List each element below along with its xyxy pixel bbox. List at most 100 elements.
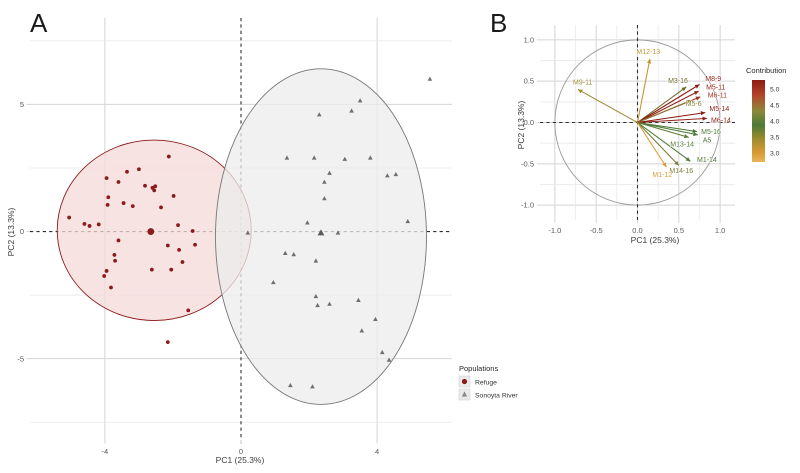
- data-point-sonoyta-river: [386, 357, 392, 362]
- panel-a-yaxis-title: PC2 (13.3%): [6, 208, 16, 257]
- xaxis-tick-label: 1.0: [715, 226, 725, 235]
- data-point-refuge: [177, 247, 181, 252]
- loading-arrow-label: M12-13: [636, 49, 660, 56]
- data-point-sonoyta-river: [356, 297, 361, 302]
- loading-arrow-label: M6-14: [711, 117, 731, 124]
- loading-arrow: [637, 99, 692, 123]
- cluster-ellipse-sonoyta-river: [215, 68, 427, 405]
- loading-arrow: [637, 90, 699, 123]
- data-point-sonoyta-river: [357, 98, 363, 103]
- xaxis-tick-label: -1.0: [548, 226, 561, 235]
- contribution-legend: Contribution 5.0 4.5 4.0 3.5 3.0: [746, 66, 786, 162]
- loading-arrow-label: M5-14: [709, 106, 729, 113]
- contribution-colorbar: [752, 80, 765, 162]
- yaxis-tick-label: 1.0: [524, 35, 534, 44]
- data-point-refuge: [116, 180, 121, 184]
- data-point-refuge: [180, 260, 185, 264]
- contribution-tick-label: 5.0: [770, 86, 780, 93]
- loading-arrow-label: M9-11: [573, 79, 592, 86]
- loading-arrow-label: M5-16: [701, 129, 721, 136]
- xaxis-tick-label: 4: [375, 447, 379, 456]
- legend-triangle-icon: [461, 391, 468, 397]
- data-point-refuge: [104, 269, 109, 273]
- yaxis-tick-label: -0.5: [521, 159, 534, 168]
- contribution-tick-label: 4.0: [770, 118, 780, 125]
- legend-item-sonoyta-river[interactable]: Sonoyta River: [458, 388, 518, 401]
- data-point-refuge: [87, 224, 92, 228]
- data-point-sonoyta-river: [310, 384, 315, 389]
- data-point-sonoyta-river: [379, 349, 385, 355]
- panel-a-points: [67, 76, 433, 389]
- data-point-sonoyta-river: [245, 230, 251, 235]
- data-point-sonoyta-river: [373, 316, 378, 322]
- data-point-sonoyta-river: [368, 155, 373, 160]
- data-point-refuge: [121, 201, 126, 205]
- panel-b-yaxis-title: PC2 (13.3%): [516, 101, 526, 150]
- data-point-refuge: [186, 308, 191, 313]
- yaxis-tick-label: 0.5: [524, 77, 534, 86]
- data-point-refuge: [153, 184, 158, 189]
- legend-circle-icon: [461, 378, 468, 385]
- loading-arrow-label: M6-11: [708, 93, 727, 100]
- data-point-refuge: [171, 194, 176, 198]
- data-point-refuge: [113, 258, 117, 263]
- contribution-tick-label: 3.5: [770, 134, 780, 141]
- panel-a-legend: Populations Refuge Sonoyta River: [458, 364, 518, 401]
- panel-b-arrows: [577, 58, 708, 168]
- data-point-refuge: [112, 253, 117, 257]
- data-point-sonoyta-river: [315, 302, 320, 308]
- data-point-sonoyta-river: [349, 108, 354, 113]
- data-point-sonoyta-river: [327, 170, 332, 175]
- data-point-refuge: [109, 285, 113, 290]
- legend-label-sonoyta-river: Sonoyta River: [475, 393, 518, 400]
- legend-label-refuge: Refuge: [475, 380, 497, 387]
- xaxis-tick-label: 0: [239, 447, 243, 456]
- data-point-refuge: [130, 204, 135, 209]
- data-point-refuge: [165, 243, 170, 248]
- loading-arrow: [637, 122, 667, 168]
- loading-arrow-label: M14-16: [669, 168, 693, 175]
- data-point-sonoyta-river: [316, 112, 322, 117]
- centroid-refuge: [147, 228, 155, 235]
- loading-arrow-label: M13-14: [670, 141, 694, 148]
- panel-a-ticks: -4 0 4 5 0 -5: [17, 100, 379, 456]
- data-point-sonoyta-river: [427, 76, 433, 81]
- data-point-sonoyta-river: [327, 301, 332, 306]
- data-point-refuge: [143, 183, 147, 188]
- legend-item-refuge[interactable]: Refuge: [458, 375, 497, 388]
- loading-arrow-label: M5-6: [686, 101, 702, 108]
- data-point-refuge: [137, 167, 141, 172]
- yaxis-tick-label: -1.0: [521, 201, 534, 210]
- data-point-sonoyta-river: [288, 382, 293, 388]
- panel-b-letter: B: [490, 8, 507, 38]
- data-point-refuge: [105, 202, 110, 207]
- loading-arrow: [637, 122, 680, 166]
- data-point-refuge: [169, 267, 174, 272]
- data-point-refuge: [159, 205, 163, 210]
- data-point-sonoyta-river: [282, 250, 288, 255]
- data-point-sonoyta-river: [313, 258, 319, 263]
- legend-title: Populations: [459, 364, 498, 373]
- data-point-refuge: [106, 195, 111, 200]
- contribution-tick-label: 3.0: [770, 150, 780, 157]
- loading-arrow-label: M3-16: [668, 78, 688, 85]
- data-point-sonoyta-river: [313, 293, 319, 299]
- data-point-refuge: [102, 274, 107, 278]
- data-point-sonoyta-river: [305, 220, 310, 225]
- panel-a-letter: A: [30, 8, 48, 38]
- loading-arrow: [637, 121, 699, 137]
- data-point-sonoyta-river: [291, 252, 297, 257]
- data-point-sonoyta-river: [393, 171, 399, 177]
- loading-arrow: [637, 111, 706, 124]
- data-point-sonoyta-river: [284, 155, 290, 160]
- loading-arrow-label: M8-9: [705, 76, 721, 83]
- loading-arrow: [636, 58, 652, 123]
- panel-b-arrow-labels: M9-11 M12-13 M3-16 M8-9M5-11 M6-11 M5-6 M5-14 M…: [573, 48, 732, 179]
- loading-arrow: [637, 121, 689, 139]
- centroid-sonoyta-river: [317, 229, 325, 236]
- data-point-refuge: [67, 215, 72, 220]
- data-point-sonoyta-river: [335, 230, 341, 235]
- data-point-refuge: [125, 169, 129, 174]
- xaxis-tick-label: 0.5: [674, 226, 684, 235]
- loading-arrow: [637, 84, 700, 123]
